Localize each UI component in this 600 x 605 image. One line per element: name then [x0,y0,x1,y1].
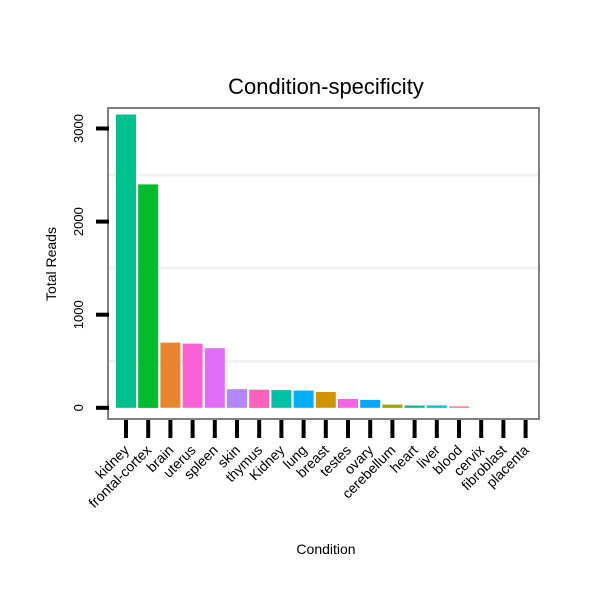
bar-lung [293,390,314,408]
bar-heart [404,405,425,408]
y-tick-label: 3000 [71,114,86,143]
x-axis-title: Condition [296,541,355,557]
bar-kidney [271,390,292,408]
bar-ovary [360,399,381,408]
bar-brain [160,342,181,408]
chart-title: Condition-specificity [228,74,424,99]
y-tick-label: 2000 [71,207,86,236]
bar-frontal-cortex [138,184,159,408]
bar-liver [426,405,447,408]
gridlines [108,173,539,363]
bar-testes [338,399,358,408]
bar-thymus [249,389,270,408]
bar-kidney [116,114,136,408]
bars [116,114,469,408]
bar-breast [315,392,336,408]
x-axis: kidneyfrontal-cortexbrainuterusspleenski… [85,420,532,511]
bar-cerebellum [382,404,403,408]
y-axis: 0 1000 2000 3000 [71,114,109,411]
bar-skin [227,389,247,408]
plot-frame [107,107,540,420]
bar-spleen [204,348,225,408]
y-tick-label: 1000 [71,300,86,329]
bar-blood [449,406,469,408]
bar-uterus [182,343,203,408]
y-axis-title: Total Reads [43,227,59,301]
y-tick-label: 0 [71,404,86,411]
